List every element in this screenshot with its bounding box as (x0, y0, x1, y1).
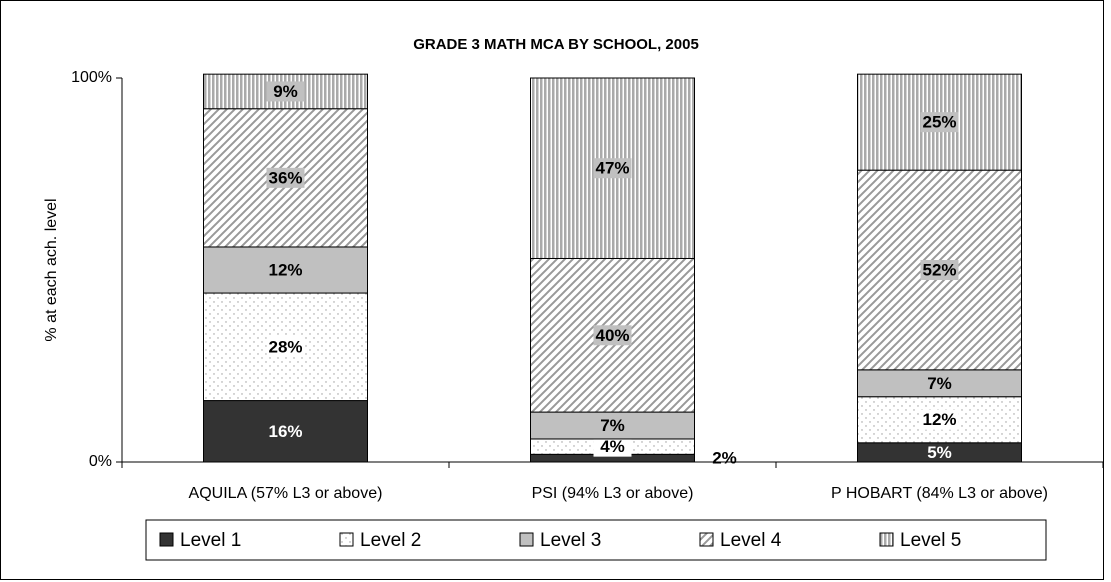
data-label: 2% (712, 449, 737, 468)
legend-swatch (879, 532, 894, 547)
x-tick-label: AQUILA (57% L3 or above) (189, 485, 383, 502)
data-label: 47% (595, 159, 629, 178)
data-label: 5% (927, 443, 952, 462)
legend-swatch (159, 532, 174, 547)
data-label: 36% (268, 168, 302, 187)
legend-box (145, 519, 1047, 561)
bar-segment (203, 400, 368, 463)
y-tick-label: 0% (89, 453, 112, 470)
bar-segment (203, 246, 368, 294)
data-label: 16% (268, 422, 302, 441)
chart-title: GRADE 3 MATH MCA BY SCHOOL, 2005 (413, 36, 699, 53)
label-bg (266, 336, 305, 357)
label-bg (920, 112, 959, 133)
y-tick-label: 100% (71, 69, 112, 86)
data-label: 28% (268, 337, 302, 356)
legend-label: Level 5 (900, 530, 961, 551)
data-label: 7% (600, 416, 625, 435)
data-label: 52% (922, 260, 956, 279)
data-label: 7% (927, 374, 952, 393)
data-label: 12% (268, 260, 302, 279)
legend-swatch (699, 532, 714, 547)
legend-swatch (339, 532, 354, 547)
data-label: 40% (595, 326, 629, 345)
label-bg (593, 158, 632, 179)
data-label: 25% (922, 113, 956, 132)
data-label: 4% (600, 437, 625, 456)
x-tick-label: PSI (94% L3 or above) (532, 485, 694, 502)
data-label: 12% (922, 410, 956, 429)
data-label: 9% (273, 82, 298, 101)
label-bg (593, 436, 632, 457)
bar-segment (530, 411, 695, 440)
label-bg (266, 167, 305, 188)
label-bg (920, 409, 959, 430)
legend-swatch (519, 532, 534, 547)
legend-label: Level 3 (540, 530, 601, 551)
y-axis-label: % at each ach. level (43, 198, 60, 341)
legend: Level 1 Level 2 Level 3 Level 4 Level 5 (145, 519, 1047, 561)
label-bg (266, 81, 305, 102)
legend-label: Level 1 (180, 530, 241, 551)
label-bg (920, 260, 959, 280)
x-tick-label: P HOBART (84% L3 or above) (831, 485, 1048, 502)
legend-label: Level 4 (720, 530, 782, 551)
legend-label: Level 2 (360, 530, 421, 551)
label-bg (593, 325, 632, 346)
